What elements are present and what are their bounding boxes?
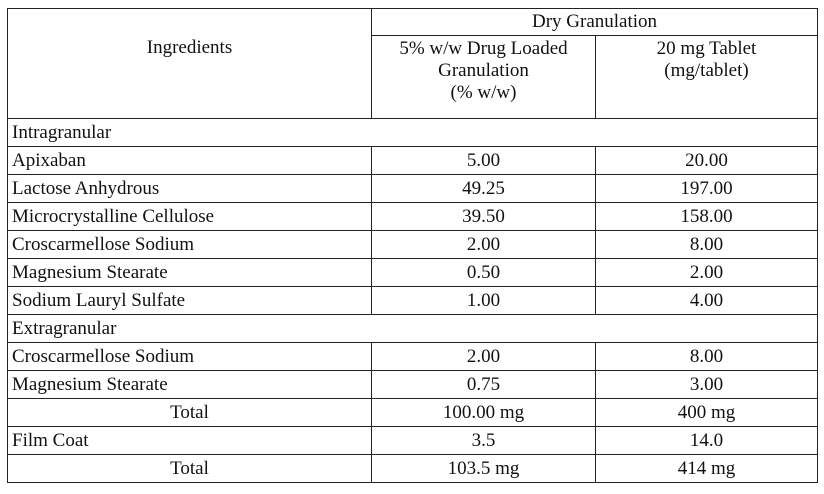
table-row: Magnesium Stearate 0.50 2.00 bbox=[7, 258, 818, 287]
total-label: Total bbox=[7, 454, 372, 483]
section-label: Intragranular bbox=[7, 118, 818, 147]
total-row: Total 103.5 mg 414 mg bbox=[7, 454, 818, 483]
section-row: Intragranular bbox=[7, 118, 818, 147]
ingredient-name: Film Coat bbox=[7, 426, 372, 455]
mg-value: 2.00 bbox=[595, 258, 818, 287]
percent-value: 2.00 bbox=[371, 342, 596, 371]
mg-value: 158.00 bbox=[595, 202, 818, 231]
percent-value: 100.00 mg bbox=[371, 398, 596, 427]
drug-loaded-header-line1: 5% w/w Drug Loaded bbox=[399, 38, 568, 59]
drug-loaded-granulation-header: 5% w/w Drug Loaded Granulation (% w/w) bbox=[371, 35, 596, 119]
percent-value: 0.50 bbox=[371, 258, 596, 287]
percent-value: 3.5 bbox=[371, 426, 596, 455]
percent-value: 0.75 bbox=[371, 370, 596, 399]
percent-value: 39.50 bbox=[371, 202, 596, 231]
percent-value: 2.00 bbox=[371, 230, 596, 259]
mg-value: 8.00 bbox=[595, 342, 818, 371]
drug-loaded-header-line3: (% w/w) bbox=[450, 82, 517, 103]
mg-value: 4.00 bbox=[595, 286, 818, 315]
table-row: Film Coat 3.5 14.0 bbox=[7, 426, 818, 455]
ingredient-name: Magnesium Stearate bbox=[7, 258, 372, 287]
ingredient-name: Microcrystalline Cellulose bbox=[7, 202, 372, 231]
ingredient-name: Magnesium Stearate bbox=[7, 370, 372, 399]
section-row: Extragranular bbox=[7, 314, 818, 343]
table-row: Croscarmellose Sodium 2.00 8.00 bbox=[7, 230, 818, 259]
mg-value: 197.00 bbox=[595, 174, 818, 203]
table-row: Lactose Anhydrous 49.25 197.00 bbox=[7, 174, 818, 203]
table-row: Sodium Lauryl Sulfate 1.00 4.00 bbox=[7, 286, 818, 315]
table-row: Microcrystalline Cellulose 39.50 158.00 bbox=[7, 202, 818, 231]
table-row: Magnesium Stearate 0.75 3.00 bbox=[7, 370, 818, 399]
percent-value: 49.25 bbox=[371, 174, 596, 203]
drug-loaded-header-line2: Granulation bbox=[438, 60, 529, 81]
mg-value: 14.0 bbox=[595, 426, 818, 455]
ingredient-name: Croscarmellose Sodium bbox=[7, 342, 372, 371]
formulation-table: Ingredients Dry Granulation 5% w/w Drug … bbox=[7, 8, 818, 483]
tablet-header-line2: (mg/tablet) bbox=[664, 60, 749, 81]
ingredient-name: Lactose Anhydrous bbox=[7, 174, 372, 203]
mg-value: 8.00 bbox=[595, 230, 818, 259]
ingredient-name: Apixaban bbox=[7, 146, 372, 175]
table-body: Intragranular Apixaban 5.00 20.00 Lactose An… bbox=[7, 118, 818, 483]
mg-value: 400 mg bbox=[595, 398, 818, 427]
total-row: Total 100.00 mg 400 mg bbox=[7, 398, 818, 427]
tablet-header: 20 mg Tablet (mg/tablet) bbox=[595, 35, 818, 119]
total-label: Total bbox=[7, 398, 372, 427]
dry-granulation-header: Dry Granulation bbox=[371, 8, 818, 36]
mg-value: 3.00 bbox=[595, 370, 818, 399]
percent-value: 1.00 bbox=[371, 286, 596, 315]
section-label: Extragranular bbox=[7, 314, 818, 343]
ingredient-name: Croscarmellose Sodium bbox=[7, 230, 372, 259]
table-row: Croscarmellose Sodium 2.00 8.00 bbox=[7, 342, 818, 371]
table-row: Apixaban 5.00 20.00 bbox=[7, 146, 818, 175]
ingredients-header: Ingredients bbox=[7, 8, 372, 119]
mg-value: 414 mg bbox=[595, 454, 818, 483]
ingredient-name: Sodium Lauryl Sulfate bbox=[7, 286, 372, 315]
percent-value: 103.5 mg bbox=[371, 454, 596, 483]
mg-value: 20.00 bbox=[595, 146, 818, 175]
percent-value: 5.00 bbox=[371, 146, 596, 175]
tablet-header-line1: 20 mg Tablet bbox=[656, 38, 757, 59]
